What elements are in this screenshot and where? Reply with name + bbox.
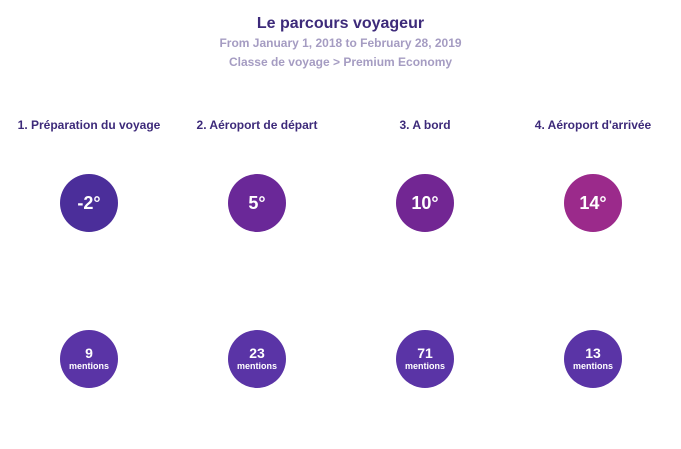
mentions-label: mentions (572, 361, 613, 371)
stage-departure-airport: 2. Aéroport de départ 5° 23 mentions (173, 118, 341, 418)
mentions-circle[interactable]: 71 mentions (396, 330, 454, 388)
page-title: Le parcours voyageur (256, 15, 425, 32)
stage-label: 3. A bord (399, 118, 451, 132)
mentions-circle[interactable]: 13 mentions (564, 330, 622, 388)
mentions-label: mentions (236, 361, 277, 371)
stage-on-board: 3. A bord 10° 71 mentions (341, 118, 509, 418)
mentions-circle[interactable]: 9 mentions (60, 330, 118, 388)
date-range: From January 1, 2018 to February 28, 201… (219, 36, 462, 50)
mentions-circle[interactable]: 23 mentions (228, 330, 286, 388)
stage-arrival-airport: 4. Aéroport d'arrivée 14° 13 mentions (509, 118, 677, 418)
mentions-count: 71 (417, 345, 433, 361)
journey-stages: 1. Préparation du voyage -2° 9 mentions … (0, 118, 681, 418)
stage-label: 4. Aéroport d'arrivée (534, 118, 652, 132)
filter-summary: Classe de voyage > Premium Economy (228, 55, 453, 69)
mentions-count: 13 (585, 345, 601, 361)
stage-label: 1. Préparation du voyage (17, 118, 161, 132)
temperature-circle[interactable]: -2° (60, 174, 118, 232)
mentions-label: mentions (68, 361, 109, 371)
temperature-circle[interactable]: 14° (564, 174, 622, 232)
temperature-circle[interactable]: 5° (228, 174, 286, 232)
temperature-circle[interactable]: 10° (396, 174, 454, 232)
mentions-count: 9 (85, 345, 93, 361)
mentions-label: mentions (404, 361, 445, 371)
mentions-count: 23 (249, 345, 265, 361)
report-header: Le parcours voyageur From January 1, 201… (0, 14, 681, 72)
stage-preparation: 1. Préparation du voyage -2° 9 mentions (5, 118, 173, 418)
stage-label: 2. Aéroport de départ (196, 118, 318, 132)
